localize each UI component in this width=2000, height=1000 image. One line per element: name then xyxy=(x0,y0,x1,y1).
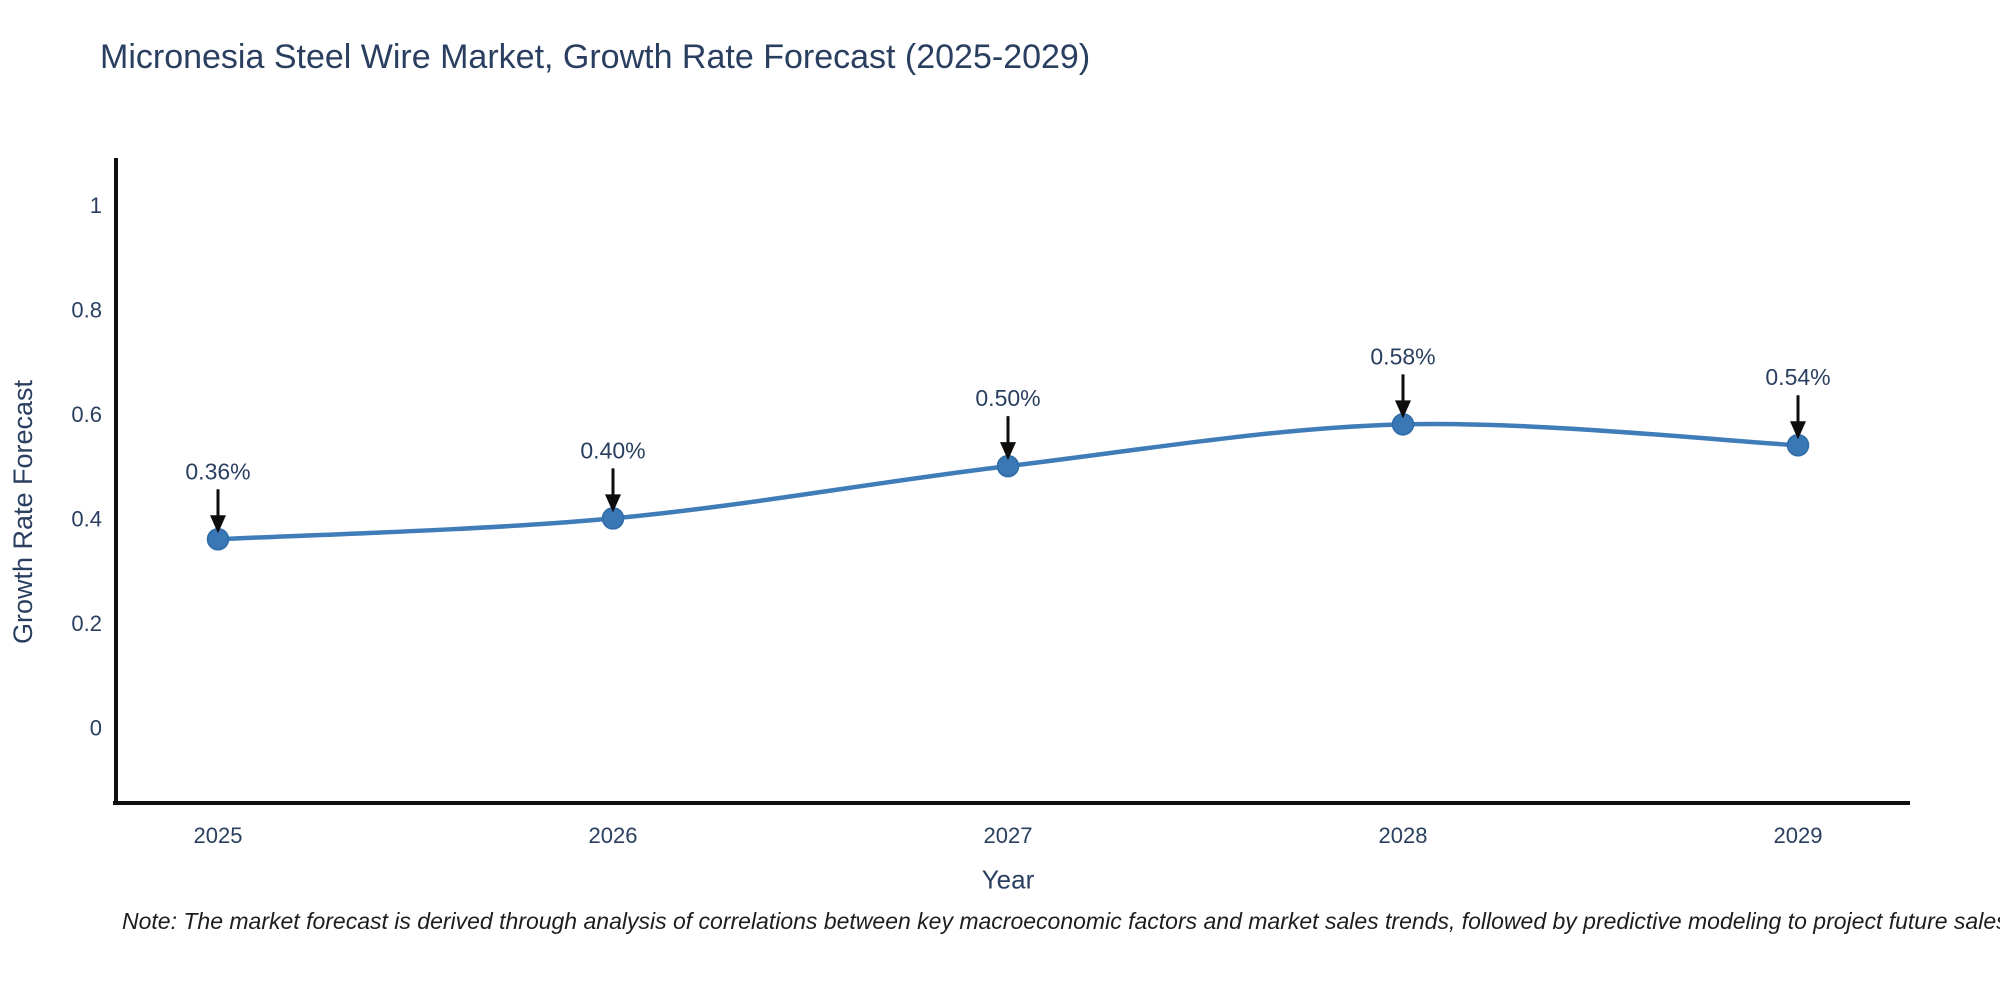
y-axis-title: Growth Rate Forecast xyxy=(8,379,38,645)
footnote: Note: The market forecast is derived thr… xyxy=(122,908,2000,934)
annotation-arrowhead xyxy=(210,515,226,534)
annotation-arrowhead xyxy=(1790,421,1806,440)
x-tick-label: 2028 xyxy=(1379,823,1428,848)
data-point-label: 0.36% xyxy=(185,458,250,484)
y-tick-label: 0.2 xyxy=(71,611,102,636)
data-point-label: 0.54% xyxy=(1765,364,1830,390)
data-point-label: 0.50% xyxy=(975,385,1040,411)
x-tick-label: 2029 xyxy=(1774,823,1823,848)
annotation-arrowhead xyxy=(605,494,621,513)
y-tick-label: 0.8 xyxy=(71,297,102,322)
x-tick-label: 2026 xyxy=(589,823,638,848)
annotation-arrowhead xyxy=(1000,442,1016,461)
x-tick-label: 2025 xyxy=(194,823,243,848)
y-tick-label: 1 xyxy=(90,193,102,218)
chart-title: Micronesia Steel Wire Market, Growth Rat… xyxy=(100,38,1091,76)
x-axis-title: Year xyxy=(981,864,1035,895)
y-tick-label: 0 xyxy=(90,715,102,740)
data-point-label: 0.40% xyxy=(580,437,645,463)
data-point-label: 0.58% xyxy=(1370,343,1435,369)
y-tick-label: 0.6 xyxy=(71,402,102,427)
y-tick-label: 0.4 xyxy=(71,506,102,531)
x-tick-label: 2027 xyxy=(984,823,1033,848)
annotation-arrowhead xyxy=(1395,400,1411,419)
